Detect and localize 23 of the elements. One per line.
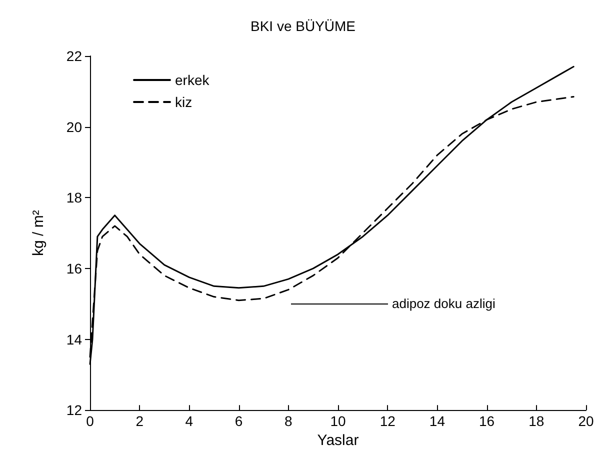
x-tick-label: 8 bbox=[284, 413, 292, 430]
x-axis-title: Yaslar bbox=[317, 432, 359, 449]
x-tick-label: 4 bbox=[185, 413, 194, 430]
y-tick-label: 12 bbox=[66, 402, 82, 418]
x-tick-label: 0 bbox=[86, 413, 94, 430]
annotation: adipoz doku azligi bbox=[392, 296, 496, 311]
x-tick-label: 6 bbox=[234, 413, 243, 430]
x-tick-label: 10 bbox=[330, 413, 346, 430]
legend-label: kiz bbox=[175, 94, 192, 110]
x-tick-label: 16 bbox=[479, 413, 495, 430]
x-tick-label: 14 bbox=[429, 413, 446, 430]
legend-label: erkek bbox=[175, 72, 210, 88]
x-tick-label: 18 bbox=[528, 413, 544, 430]
x-tick-label: 12 bbox=[380, 413, 396, 430]
y-tick-label: 22 bbox=[66, 48, 82, 64]
x-tick-label: 20 bbox=[578, 413, 594, 430]
y-axis-title: kg / m² bbox=[30, 210, 47, 256]
y-tick-label: 18 bbox=[66, 190, 82, 206]
y-tick-label: 20 bbox=[66, 118, 82, 135]
y-tick-label: 14 bbox=[66, 331, 82, 348]
x-tick-label: 2 bbox=[136, 413, 144, 430]
y-tick-label: 16 bbox=[66, 260, 82, 276]
chart-title: BKI ve BÜYÜME bbox=[250, 18, 356, 34]
